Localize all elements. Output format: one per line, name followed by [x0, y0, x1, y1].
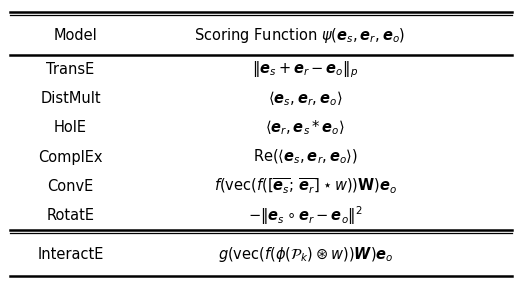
Text: ConvE: ConvE [48, 179, 93, 194]
Text: $\langle \boldsymbol{e}_s, \boldsymbol{e}_r, \boldsymbol{e}_o \rangle$: $\langle \boldsymbol{e}_s, \boldsymbol{e… [268, 89, 342, 108]
Text: RotatE: RotatE [46, 208, 94, 223]
Text: $\mathrm{Re}(\langle \boldsymbol{e}_s, \boldsymbol{e}_r, \boldsymbol{e}_o \rangl: $\mathrm{Re}(\langle \boldsymbol{e}_s, \… [253, 148, 358, 166]
Text: $g(\mathrm{vec}(f(\phi(\boldsymbol{\mathcal{P}}_k) \circledast w))\boldsymbol{W}: $g(\mathrm{vec}(f(\phi(\boldsymbol{\math… [218, 245, 393, 264]
Text: $f(\mathrm{vec}(f([\overline{\boldsymbol{e}_s};\, \overline{\boldsymbol{e}_r}] \: $f(\mathrm{vec}(f([\overline{\boldsymbol… [214, 176, 397, 196]
Text: $-\|\boldsymbol{e}_s \circ \boldsymbol{e}_r - \boldsymbol{e}_o\|^2$: $-\|\boldsymbol{e}_s \circ \boldsymbol{e… [248, 204, 363, 227]
Text: $\langle \boldsymbol{e}_r, \boldsymbol{e}_s * \boldsymbol{e}_o \rangle$: $\langle \boldsymbol{e}_r, \boldsymbol{e… [265, 118, 346, 137]
Text: HolE: HolE [54, 120, 87, 135]
Text: Scoring Function $\psi(\boldsymbol{e}_s, \boldsymbol{e}_r, \boldsymbol{e}_o)$: Scoring Function $\psi(\boldsymbol{e}_s,… [195, 26, 406, 45]
Text: DistMult: DistMult [40, 91, 101, 106]
Text: ComplEx: ComplEx [38, 150, 103, 165]
Text: $\|\boldsymbol{e}_s + \boldsymbol{e}_r - \boldsymbol{e}_o\|_p$: $\|\boldsymbol{e}_s + \boldsymbol{e}_r -… [252, 59, 359, 80]
Text: TransE: TransE [46, 62, 94, 77]
Text: Model: Model [54, 28, 98, 43]
Text: InteractE: InteractE [37, 247, 104, 262]
